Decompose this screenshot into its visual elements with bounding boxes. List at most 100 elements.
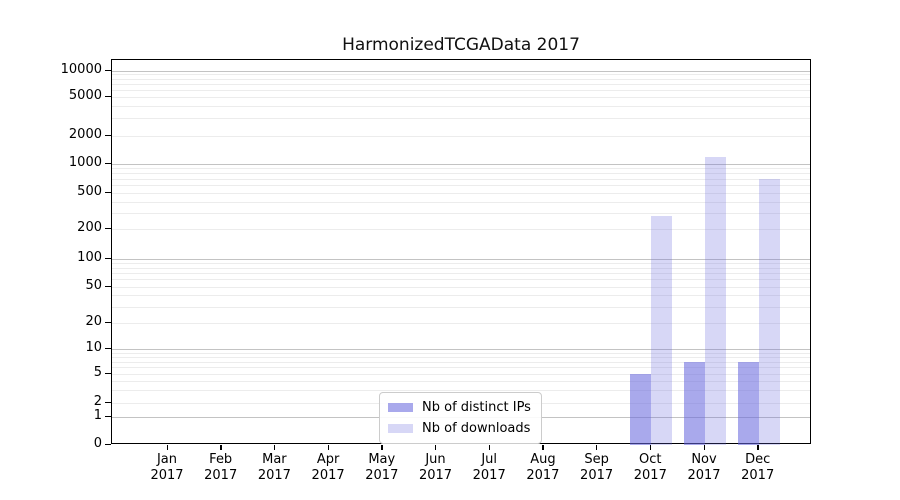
gridline-minor	[112, 229, 810, 230]
legend-swatch-downloads	[388, 424, 413, 433]
x-axis-tick	[166, 445, 168, 450]
gridline-minor	[112, 262, 810, 264]
gridline-minor	[112, 173, 810, 175]
y-tick-label: 500	[77, 184, 102, 199]
gridline-minor	[112, 193, 810, 194]
bar-nov-downloads	[705, 156, 726, 445]
y-axis-tick	[105, 228, 111, 230]
y-axis-tick	[105, 416, 111, 418]
chart-title: HarmonizedTCGAData 2017	[342, 35, 580, 55]
gridline-minor	[112, 118, 810, 120]
x-tick-label: May 2017	[365, 452, 399, 483]
x-tick-label: Jun 2017	[418, 452, 453, 483]
gridline-minor	[112, 361, 810, 363]
y-tick-label: 10	[85, 340, 102, 355]
legend-swatch-distinct-ips	[388, 403, 413, 412]
y-axis-tick	[105, 192, 111, 194]
gridline-minor	[112, 357, 810, 359]
y-tick-label: 2	[93, 393, 102, 409]
y-axis-tick	[105, 69, 111, 71]
y-tick-label: 200	[77, 220, 102, 235]
x-axis-tick	[542, 445, 544, 450]
y-tick-label: 0	[93, 435, 102, 451]
x-axis-tick	[435, 445, 437, 450]
x-axis-tick	[596, 445, 598, 450]
gridline-minor	[112, 213, 810, 215]
y-axis-tick	[105, 285, 111, 287]
plot-area	[111, 59, 811, 445]
y-axis-tick	[105, 401, 111, 403]
gridline-minor	[112, 295, 810, 297]
gridline-major	[112, 164, 810, 165]
y-axis-tick	[105, 373, 111, 375]
gridline-minor	[112, 83, 810, 85]
y-tick-label: 2000	[68, 126, 102, 142]
gridline-minor	[112, 105, 810, 107]
bar-oct-distinct-ips	[630, 374, 652, 445]
y-tick-label: 1000	[68, 155, 102, 170]
gridline-minor	[112, 286, 810, 288]
y-axis-tick	[105, 348, 111, 350]
x-axis-tick	[273, 445, 276, 450]
gridline-minor	[112, 201, 810, 203]
x-tick-label: Jul 2017	[472, 452, 506, 483]
y-tick-label: 5000	[68, 87, 102, 103]
bar-oct-downloads	[651, 215, 673, 445]
legend-label-distinct-ips: Nb of distinct IPs	[422, 400, 531, 415]
gridline-minor	[112, 374, 810, 375]
y-tick-label: 50	[85, 277, 102, 293]
gridline-minor	[112, 267, 810, 269]
y-axis-tick	[105, 322, 111, 324]
y-tick-label: 1	[93, 408, 102, 423]
gridline-minor	[112, 380, 810, 382]
gridline-major	[112, 258, 810, 260]
x-axis-tick	[327, 445, 329, 450]
gridline-minor	[112, 74, 810, 76]
y-tick-label: 100	[77, 249, 102, 265]
gridline-minor	[112, 78, 810, 80]
y-axis-tick	[105, 95, 111, 97]
gridline-minor	[112, 352, 810, 354]
y-tick-label: 10000	[60, 61, 102, 77]
x-tick-label: Mar 2017	[257, 452, 291, 483]
gridline-major	[112, 349, 810, 350]
gridline-minor	[112, 367, 810, 369]
gridline-minor	[112, 89, 810, 91]
x-tick-label: Dec 2017	[741, 452, 775, 483]
gridline-minor	[112, 96, 810, 98]
x-axis-tick	[220, 445, 222, 450]
x-axis-tick	[757, 445, 759, 450]
x-tick-label: Sep 2017	[580, 452, 614, 483]
gridline-minor	[112, 279, 810, 281]
bar-dec-distinct-ips	[737, 361, 759, 445]
x-tick-label: Apr 2017	[311, 452, 345, 483]
gridline-minor	[112, 323, 810, 324]
x-axis-tick	[703, 445, 705, 450]
gridline-minor	[112, 272, 810, 274]
y-axis-tick	[105, 443, 111, 445]
legend: Nb of distinct IPs Nb of downloads	[379, 392, 542, 444]
x-tick-label: Nov 2017	[687, 452, 721, 483]
x-tick-label: Aug 2017	[526, 452, 560, 483]
gridline-minor	[112, 135, 810, 137]
x-axis-tick	[488, 445, 491, 450]
gridline-major	[112, 70, 810, 72]
x-axis-tick	[381, 445, 383, 450]
x-tick-label: Feb 2017	[204, 452, 238, 483]
y-axis-tick	[105, 134, 111, 136]
gridline-minor	[112, 389, 810, 391]
x-tick-label: Oct 2017	[633, 452, 667, 483]
y-axis-tick	[105, 257, 111, 259]
x-axis-tick	[649, 445, 652, 450]
legend-item-downloads: Nb of downloads	[388, 419, 531, 438]
gridline-minor	[112, 178, 810, 180]
legend-label-downloads: Nb of downloads	[422, 421, 531, 436]
bar-nov-distinct-ips	[684, 361, 705, 445]
gridline-minor	[112, 168, 810, 170]
x-tick-label: Jan 2017	[150, 452, 184, 483]
legend-item-distinct-ips: Nb of distinct IPs	[388, 398, 531, 417]
gridline-minor	[112, 185, 810, 187]
y-axis-tick	[105, 163, 111, 165]
y-tick-label: 20	[85, 314, 102, 329]
